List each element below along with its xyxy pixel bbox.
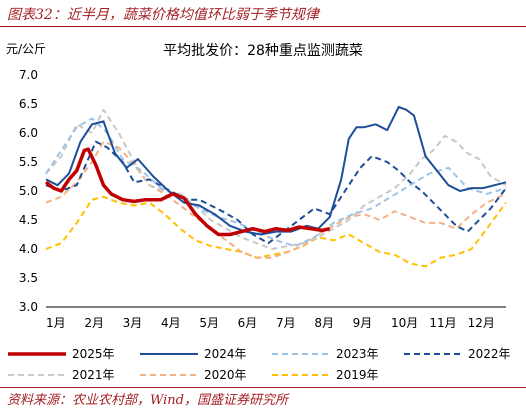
legend-label: 2025年 — [72, 347, 115, 361]
figure-title: 图表32：近半月，蔬菜价格均值环比弱于季节规律 — [7, 7, 319, 23]
y-tick-label: 6.0 — [19, 126, 38, 140]
x-tick-label: 8月 — [314, 316, 334, 330]
series-line-2019年 — [45, 195, 507, 268]
x-tick-label: 1月 — [46, 316, 66, 330]
legend-item: 2019年 — [272, 368, 379, 382]
legend-item: 2021年 — [8, 368, 115, 382]
series-line-2024年 — [45, 105, 507, 236]
x-tick-label: 7月 — [276, 316, 296, 330]
series-line-2020年 — [45, 140, 507, 259]
legend-item: 2024年 — [140, 347, 247, 361]
y-axis-unit-label: 元/公斤 — [6, 42, 47, 56]
x-tick-label: 9月 — [353, 316, 373, 330]
chart-title: 平均批发价：28种重点监测蔬菜 — [163, 43, 363, 59]
x-tick-label: 10月 — [391, 316, 418, 330]
x-tick-label: 5月 — [199, 316, 219, 330]
legend-label: 2023年 — [336, 347, 379, 361]
legend-label: 2021年 — [72, 368, 115, 382]
x-tick-label: 4月 — [161, 316, 181, 330]
y-tick-label: 4.0 — [19, 242, 38, 256]
x-tick-label: 3月 — [123, 316, 143, 330]
legend-label: 2019年 — [336, 368, 379, 382]
legend-label: 2020年 — [204, 368, 247, 382]
x-tick-label: 6月 — [238, 316, 258, 330]
series-layer — [44, 105, 507, 268]
y-tick-label: 5.5 — [19, 155, 38, 169]
series-line-2025年 — [44, 147, 331, 237]
y-tick-label: 6.5 — [19, 97, 38, 111]
figure-header: 图表32：近半月，蔬菜价格均值环比弱于季节规律 — [0, 0, 526, 27]
x-tick-label: 2月 — [84, 316, 104, 330]
y-tick-label: 3.0 — [19, 300, 38, 314]
series-line-2021年 — [45, 108, 507, 250]
legend: 2025年 2024年 2023年 2022年 2021年 2020年 2019年 — [8, 347, 511, 382]
y-tick-label: 7.0 — [19, 68, 38, 82]
legend-label: 2024年 — [204, 347, 247, 361]
legend-label: 2022年 — [468, 347, 511, 361]
y-tick-label: 3.5 — [19, 271, 38, 285]
legend-item: 2025年 — [8, 347, 115, 361]
legend-item: 2020年 — [140, 368, 247, 382]
legend-item: 2023年 — [272, 347, 379, 361]
y-tick-label: 4.5 — [19, 213, 38, 227]
y-tick-label: 5.0 — [19, 184, 38, 198]
source-note: 资料来源：农业农村部，Wind，国盛证券研究所 — [7, 393, 288, 408]
axes: 3.0 3.5 4.0 4.5 5.0 5.5 6.0 6.5 7.0 1月 2月 3月 4月 5月 6月 7… — [19, 68, 506, 330]
x-tick-label: 11月 — [429, 316, 456, 330]
x-tick-label: 12月 — [468, 316, 495, 330]
footer-divider — [0, 387, 526, 388]
legend-item: 2022年 — [404, 347, 511, 361]
